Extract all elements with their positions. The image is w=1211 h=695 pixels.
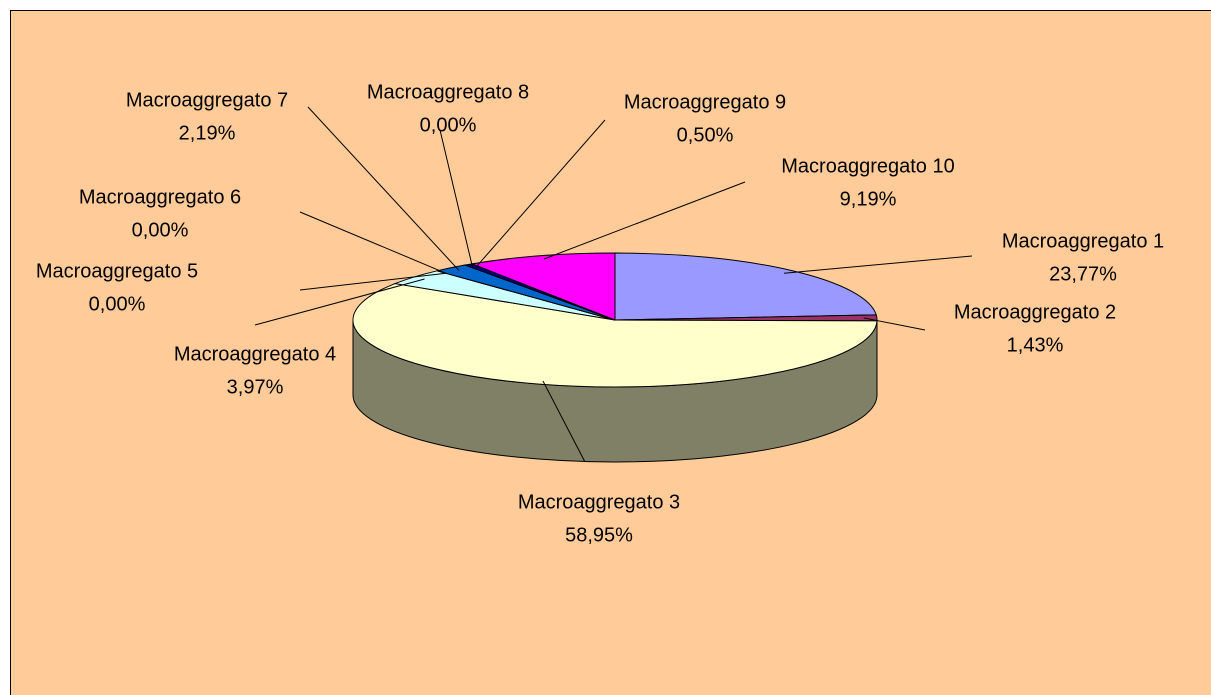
data-label-value: 0,00% (420, 114, 477, 136)
data-label-name: Macroaggregato 3 (518, 491, 680, 513)
leader-line (254, 278, 425, 326)
data-label-value: 9,19% (840, 188, 897, 210)
leader-line (307, 106, 460, 271)
data-label-value: 1,43% (1007, 334, 1064, 356)
data-label-name: Macroaggregato 7 (126, 89, 288, 111)
leader-line (299, 211, 447, 274)
data-label-value: 2,19% (179, 122, 236, 144)
data-label-value: 0,00% (132, 219, 189, 241)
pie-slice (614, 252, 877, 321)
leader-line (475, 119, 606, 268)
leader-line (543, 181, 746, 260)
pie-slice (352, 283, 878, 388)
data-label-name: Macroaggregato 10 (781, 155, 954, 177)
leader-line (863, 317, 926, 331)
data-label-name: Macroaggregato 6 (79, 186, 241, 208)
leader-line (784, 255, 973, 274)
data-label-name: Macroaggregato 8 (367, 81, 529, 103)
leader-line (542, 380, 586, 463)
data-label-value: 0,00% (89, 293, 146, 315)
data-label-value: 3,97% (227, 376, 284, 398)
data-label-name: Macroaggregato 1 (1002, 230, 1164, 252)
data-label-name: Macroaggregato 4 (174, 343, 336, 365)
data-label-value: 58,95% (565, 524, 633, 546)
leader-line (439, 129, 474, 268)
data-label-value: 23,77% (1049, 263, 1117, 285)
data-label-name: Macroaggregato 2 (954, 301, 1116, 323)
data-label-value: 0,50% (677, 124, 734, 146)
data-label-name: Macroaggregato 5 (36, 260, 198, 282)
leader-line (299, 272, 447, 291)
data-label-name: Macroaggregato 9 (624, 91, 786, 113)
